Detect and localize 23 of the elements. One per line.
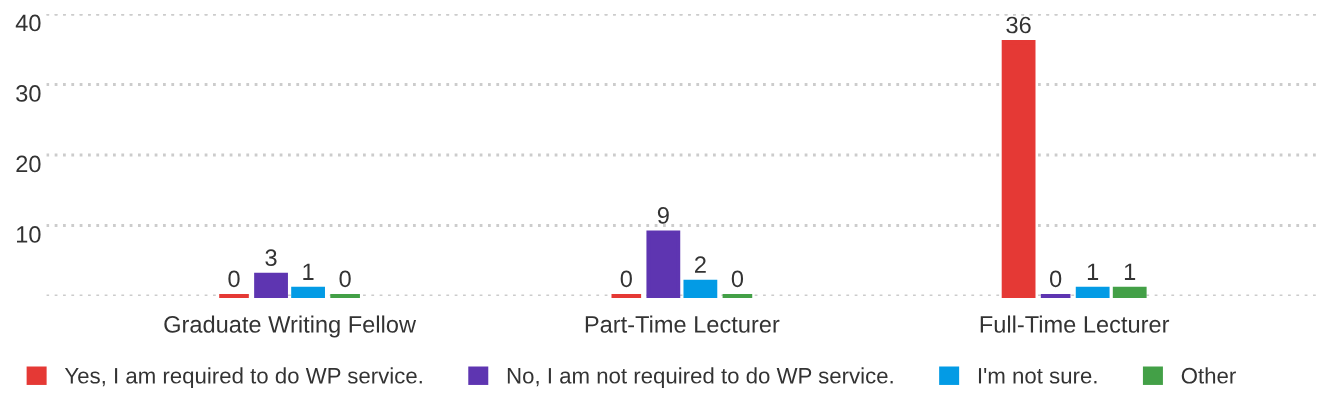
data-label: 0 [731,270,744,288]
y-tick-label: 40 [15,14,41,32]
x-tick-label: Part-Time Lecturer [585,315,780,333]
data-label: 1 [303,263,314,280]
data-label: 0 [228,270,240,288]
x-tick-label: Graduate Writing Fellow [164,315,417,338]
data-label: 0 [339,270,351,288]
data-label: 2 [695,256,706,273]
data-label: 9 [657,207,669,224]
legend-label: Other [1181,367,1236,384]
y-tick-label: 10 [17,226,41,243]
y-tick-label: 30 [16,85,41,102]
data-label: 36 [1006,16,1031,34]
data-label: 0 [1049,270,1062,288]
data-label: 1 [1087,263,1099,280]
data-label: 0 [620,270,632,288]
x-tick-label: Full-Time Lecturer [980,315,1170,333]
data-label: 3 [265,249,277,267]
legend-label: I'm not sure. [978,368,1097,384]
y-tick-label: 20 [16,155,41,173]
data-label: 1 [1124,263,1136,280]
legend-label: Yes, I am required to do WP service. [64,367,422,388]
legend-label: No, I am not required to do WP service. [507,367,893,388]
